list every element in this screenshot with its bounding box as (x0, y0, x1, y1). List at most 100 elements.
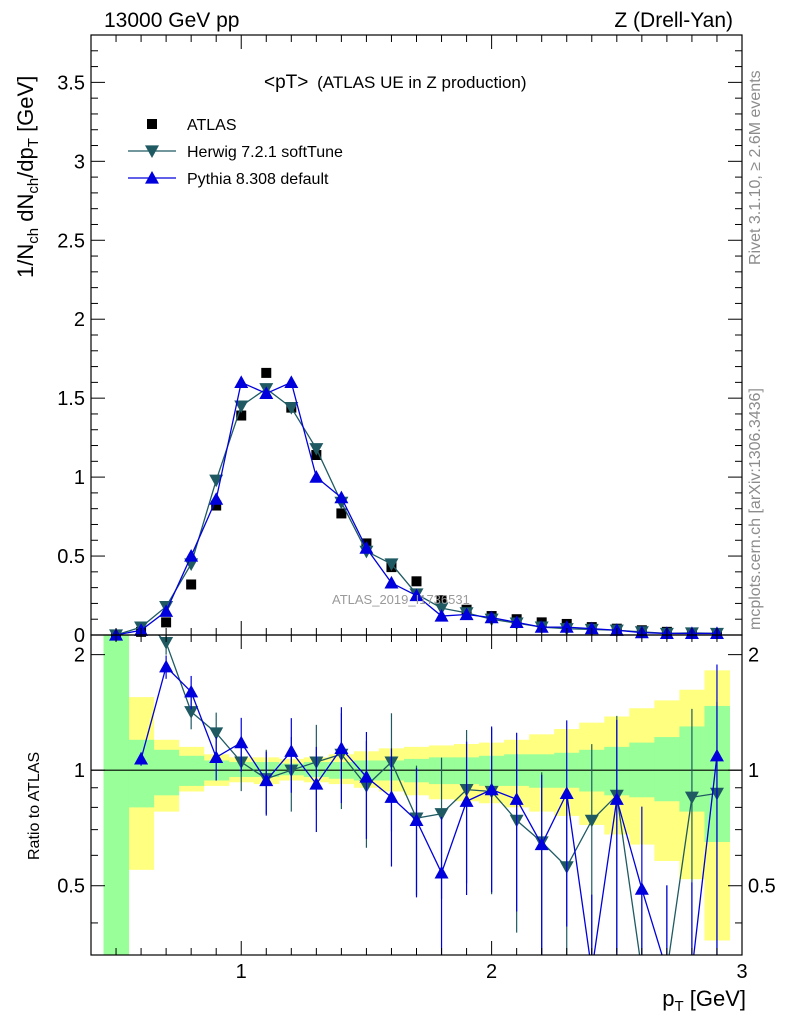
ratio-point (284, 744, 299, 757)
data-point (159, 604, 174, 617)
data-point (261, 367, 272, 378)
ratio-point (484, 782, 499, 796)
data-point (309, 443, 324, 456)
data-point (384, 558, 399, 571)
x-axis-label: pT [GeV] (662, 986, 746, 1015)
ratio-point (609, 792, 624, 805)
ratio-point (684, 791, 699, 805)
y-axis-label-top: 1/Nch dNch/dpT [GeV] (13, 76, 42, 278)
stat-band-segment (654, 737, 680, 802)
stat-band-segment (153, 749, 180, 796)
data-point (284, 402, 299, 415)
legend-label: ATLAS (187, 117, 237, 134)
data-point (559, 620, 574, 633)
ratio-point (134, 751, 149, 765)
data-point (186, 579, 197, 590)
ratio-y-tick-label-right: 1 (748, 760, 759, 782)
data-point (484, 610, 499, 624)
data-point (434, 609, 449, 622)
ratio-point (384, 790, 399, 803)
data-point (384, 575, 399, 589)
legend-marker (145, 171, 159, 184)
data-point (334, 490, 349, 504)
data-point (284, 375, 299, 388)
plot-title-main: <pT> (264, 72, 308, 93)
legend: ATLAS Herwig 7.2.1 softTune Pythia 8.308 d… (128, 117, 343, 188)
ratio-point (184, 706, 199, 719)
data-point (584, 621, 599, 635)
data-point (336, 508, 347, 519)
ratio-point (359, 769, 374, 783)
y-tick-label: 3.5 (57, 72, 85, 94)
data-point (184, 549, 199, 562)
ratio-point (509, 792, 524, 805)
ratio-point (534, 837, 549, 851)
ratio-point (209, 750, 224, 763)
data-point (259, 386, 274, 400)
ratio-y-tick-label: 2 (74, 645, 85, 667)
ratio-series-1 (134, 655, 724, 955)
ratio-point (459, 794, 474, 807)
side-label-bottom: mcplots.cern.ch [arXiv:1306.3436] (747, 388, 764, 630)
data-point (534, 620, 549, 633)
data-point (234, 375, 249, 388)
x-tick-label: 3 (736, 961, 747, 983)
ratio-point (209, 727, 224, 740)
data-point (236, 410, 247, 421)
y-tick-label: 1 (74, 467, 85, 489)
ratio-y-tick-label: 0.5 (57, 876, 85, 898)
data-point (211, 500, 222, 511)
ratio-point (559, 786, 574, 799)
plot-subtitle: (ATLAS UE in Z production) (317, 73, 526, 92)
y-axis-label-bottom: Ratio to ATLAS (26, 752, 43, 860)
y-tick-label: 2 (74, 309, 85, 331)
y-tick-label: 3 (74, 151, 85, 173)
ratio-y-tick-label: 1 (74, 760, 85, 782)
data-point (234, 400, 249, 414)
ratio-point (234, 735, 249, 749)
ratio-series-group (134, 635, 724, 955)
legend-label: Pythia 8.308 default (187, 171, 329, 188)
legend-marker (147, 119, 157, 129)
ratio-point (434, 865, 449, 879)
x-tick-label: 2 (486, 961, 497, 983)
ratio-point (259, 773, 274, 787)
ratio-point (159, 659, 174, 673)
y-tick-label: 0.5 (57, 546, 85, 568)
axis-ticks: 1 2 3 0 0.5 1 1.5 2 2.5 3 3.5 0.5 0.5 1 1 2 2 (57, 34, 776, 983)
legend-label: Herwig 7.2.1 softTune (187, 144, 343, 161)
legend-marker (145, 145, 159, 158)
ratio-point (184, 684, 199, 698)
data-point (309, 470, 324, 483)
analysis-watermark: ATLAS_2019_I1736531 (332, 592, 470, 607)
data-point (359, 541, 374, 554)
plot-series (109, 367, 724, 955)
ratio-point (159, 636, 174, 650)
header-left: 13000 GeV pp (104, 9, 239, 32)
data-point (436, 595, 447, 606)
stat-band-segment (178, 755, 205, 786)
y-tick-label: 1.5 (57, 388, 85, 410)
data-point (209, 492, 224, 505)
data-point (459, 607, 474, 621)
ratio-point (584, 814, 599, 828)
side-label-top: Rivet 3.1.10, ≥ 2.6M events (747, 70, 764, 265)
y-tick-label: 2.5 (57, 230, 85, 252)
plot-title: <pT> (ATLAS UE in Z production) (264, 72, 527, 93)
header-right: Z (Drell-Yan) (614, 9, 733, 32)
data-point (209, 474, 224, 488)
ratio-point (434, 808, 449, 821)
data-point (411, 576, 422, 587)
ratio-point (334, 741, 349, 754)
x-tick-label: 1 (236, 961, 247, 983)
data-point (509, 615, 524, 628)
ratio-y-tick-label-right: 2 (748, 645, 759, 667)
data-point (434, 602, 449, 616)
ratio-point (634, 882, 649, 895)
y-tick-label: 0 (74, 625, 85, 647)
stat-band-segment (128, 739, 155, 808)
stat-band-segment (103, 635, 130, 955)
ratio-point (409, 813, 424, 826)
data-point (409, 588, 424, 602)
